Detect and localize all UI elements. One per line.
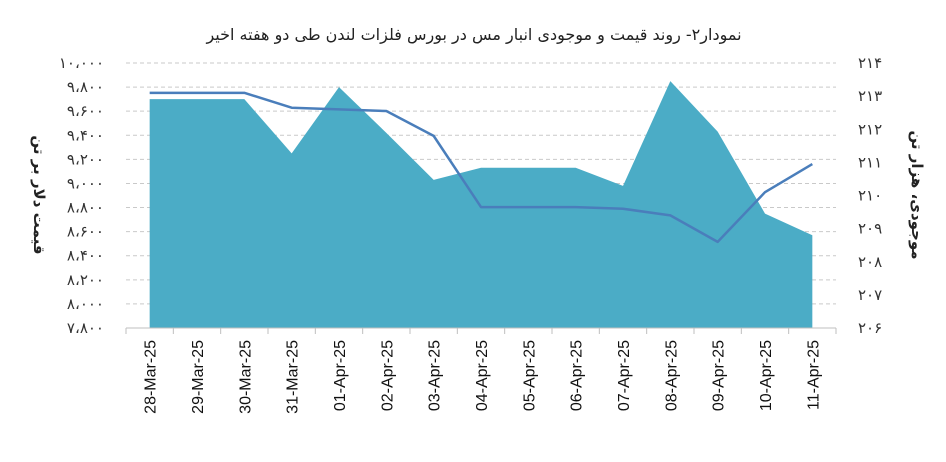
- line-series: [149, 91, 813, 244]
- x-axis-ticks: 28-Mar-25 29-Mar-25 30-Mar-25 31-Mar-25 01-A…: [125, 327, 837, 414]
- right-tick-label: ۲۱۳: [858, 87, 882, 105]
- line-series-path: [149, 91, 813, 244]
- left-tick-label: ۸،۶۰۰: [67, 223, 104, 241]
- left-tick-label: ۹،۰۰۰: [67, 174, 104, 192]
- left-axis-title: قیمت دلار بر تن: [30, 135, 48, 254]
- left-tick-label: ۸،۴۰۰: [67, 247, 104, 265]
- left-axis-ticks: ۷،۸۰۰ ۸،۰۰۰ ۸،۲۰۰ ۸،۴۰۰ ۸،۶۰۰ ۸،۸۰۰ ۹،۰۰۰ ۹،۲۰۰…: [59, 54, 104, 337]
- area-series: [149, 81, 813, 329]
- right-axis-ticks: ۲۰۶ ۲۰۷ ۲۰۸ ۲۰۹ ۲۱۰ ۲۱۱ ۲۱۲ ۲۱۳ ۲۱۴: [858, 54, 882, 337]
- x-tick-label: 08-Apr-25: [663, 340, 680, 411]
- right-axis-title: موجودی، هزار تن: [908, 130, 926, 259]
- left-tick-label: ۹،۴۰۰: [67, 126, 104, 144]
- right-tick-label: ۲۰۸: [858, 253, 882, 271]
- x-tick-label: 28-Mar-25: [143, 340, 160, 414]
- left-tick-label: ۸،۰۰۰: [67, 295, 104, 313]
- x-tick-label: 29-Mar-25: [190, 340, 207, 414]
- x-tick-label: 09-Apr-25: [711, 340, 728, 411]
- x-tick-label: 04-Apr-25: [474, 340, 491, 411]
- left-tick-label: ۹،۲۰۰: [67, 150, 104, 168]
- x-tick-label: 31-Mar-25: [285, 340, 302, 414]
- x-tick-label: 11-Apr-25: [805, 340, 822, 410]
- left-tick-label: ۱۰،۰۰۰: [59, 54, 104, 72]
- x-tick-label: 02-Apr-25: [379, 340, 396, 411]
- x-tick-label: 07-Apr-25: [616, 340, 633, 411]
- right-tick-label: ۲۰۹: [858, 220, 882, 238]
- right-tick-label: ۲۱۱: [858, 153, 882, 171]
- right-tick-label: ۲۰۶: [858, 319, 882, 337]
- left-tick-label: ۹،۸۰۰: [67, 78, 104, 96]
- x-tick-label: 10-Apr-25: [758, 340, 775, 411]
- chart-title: نمودار۲- روند قیمت و موجودی انبار مس در …: [205, 25, 741, 45]
- right-tick-label: ۲۱۲: [858, 120, 882, 138]
- x-tick-label: 30-Mar-25: [237, 340, 254, 414]
- area-series-path: [149, 81, 813, 329]
- x-tick-label: 03-Apr-25: [427, 340, 444, 411]
- left-tick-label: ۸،۸۰۰: [67, 199, 104, 217]
- x-tick-label: 05-Apr-25: [521, 340, 538, 411]
- right-tick-label: ۲۱۴: [858, 54, 882, 72]
- right-tick-label: ۲۱۰: [858, 187, 882, 205]
- x-tick-label: 06-Apr-25: [569, 340, 586, 411]
- left-tick-label: ۸،۲۰۰: [67, 271, 104, 289]
- right-tick-label: ۲۰۷: [858, 286, 882, 304]
- left-tick-label: ۹،۶۰۰: [67, 102, 104, 120]
- left-tick-label: ۷،۸۰۰: [67, 319, 104, 337]
- x-tick-label: 01-Apr-25: [332, 340, 349, 411]
